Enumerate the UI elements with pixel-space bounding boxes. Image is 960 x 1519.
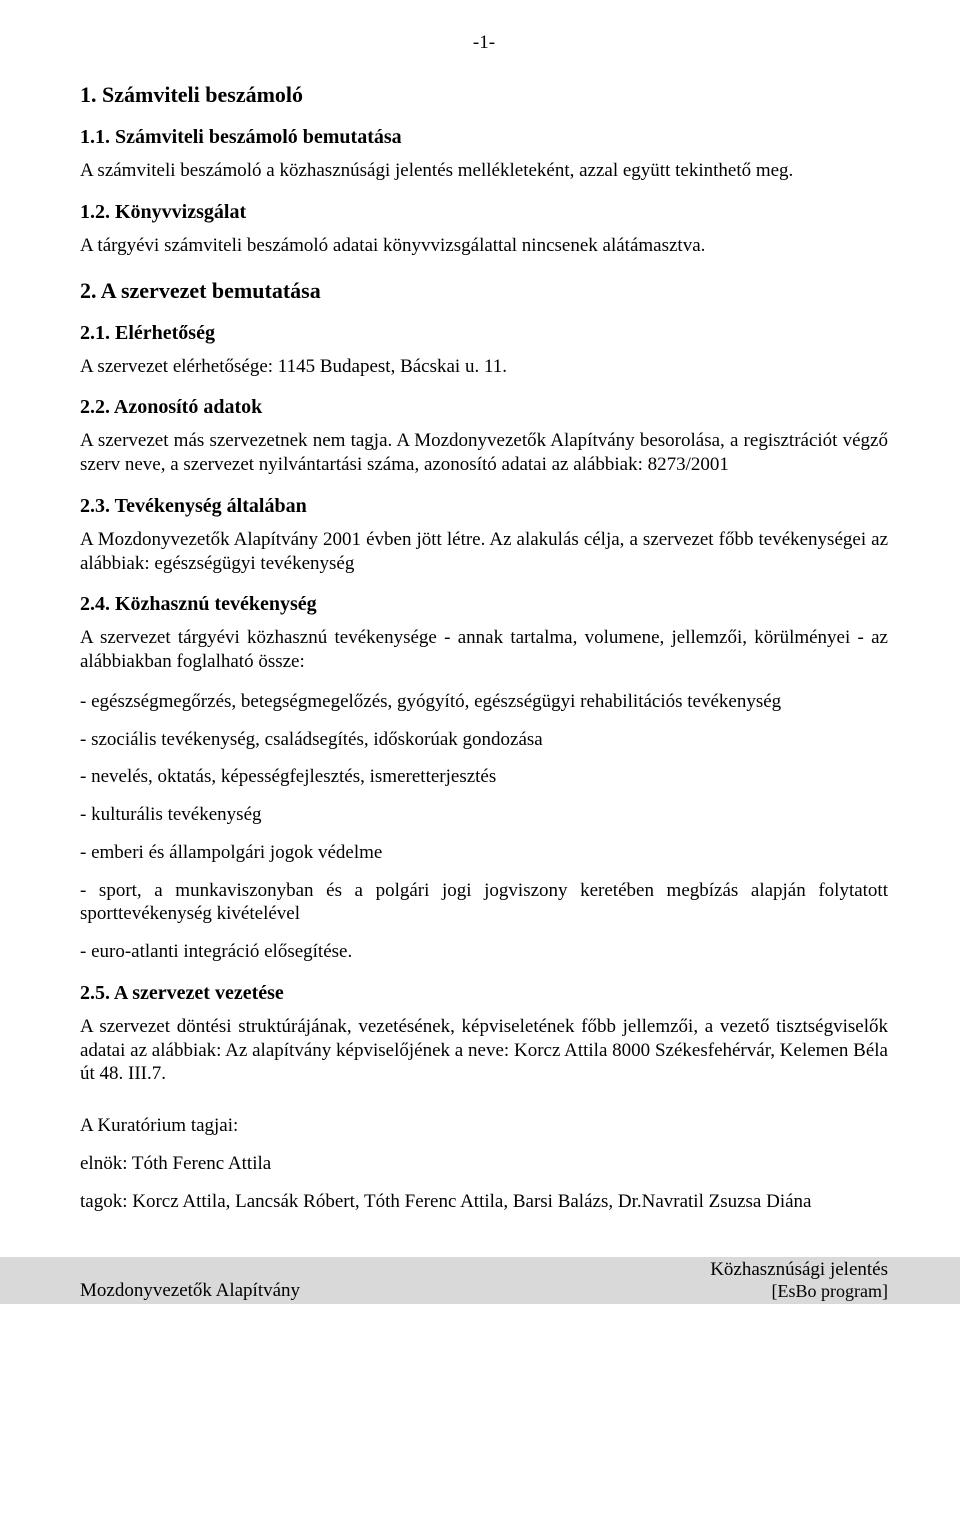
list-item: - euro-atlanti integráció elősegítése. bbox=[80, 940, 888, 964]
paragraph: A szervezet tárgyévi közhasznú tevékenys… bbox=[80, 626, 888, 674]
footer-right: Közhasznúsági jelentés [EsBo program] bbox=[710, 1259, 888, 1302]
paragraph: A szervezet döntési struktúrájának, veze… bbox=[80, 1015, 888, 1086]
paragraph: A Mozdonyvezetők Alapítvány 2001 évben j… bbox=[80, 528, 888, 576]
heading-2-1: 2.1. Elérhetőség bbox=[80, 322, 888, 345]
board-president: elnök: Tóth Ferenc Attila bbox=[80, 1152, 888, 1176]
page-number: -1- bbox=[80, 32, 888, 54]
board-members: tagok: Korcz Attila, Lancsák Róbert, Tót… bbox=[80, 1190, 888, 1214]
heading-2-5: 2.5. A szervezet vezetése bbox=[80, 982, 888, 1005]
page-footer: Mozdonyvezetők Alapítvány Közhasznúsági … bbox=[0, 1257, 960, 1304]
board-title: A Kuratórium tagjai: bbox=[80, 1114, 888, 1138]
list-item: - nevelés, oktatás, képességfejlesztés, … bbox=[80, 765, 888, 789]
document-page: -1- 1. Számviteli beszámoló 1.1. Számvit… bbox=[0, 0, 960, 1233]
heading-1-2: 1.2. Könyvvizsgálat bbox=[80, 201, 888, 224]
heading-2-3: 2.3. Tevékenység általában bbox=[80, 495, 888, 518]
heading-1-1: 1.1. Számviteli beszámoló bemutatása bbox=[80, 126, 888, 149]
heading-2: 2. A szervezet bemutatása bbox=[80, 278, 888, 304]
footer-left: Mozdonyvezetők Alapítvány bbox=[80, 1280, 300, 1302]
list-item: - sport, a munkaviszonyban és a polgári … bbox=[80, 879, 888, 927]
heading-2-4: 2.4. Közhasznú tevékenység bbox=[80, 593, 888, 616]
list-item: - emberi és állampolgári jogok védelme bbox=[80, 841, 888, 865]
heading-1: 1. Számviteli beszámoló bbox=[80, 82, 888, 108]
paragraph: A szervezet elérhetősége: 1145 Budapest,… bbox=[80, 355, 888, 379]
paragraph: A tárgyévi számviteli beszámoló adatai k… bbox=[80, 234, 888, 258]
list-item: - egészségmegőrzés, betegségmegelőzés, g… bbox=[80, 690, 888, 714]
heading-2-2: 2.2. Azonosító adatok bbox=[80, 396, 888, 419]
list-item: - szociális tevékenység, családsegítés, … bbox=[80, 728, 888, 752]
footer-sub: [EsBo program] bbox=[710, 1281, 888, 1302]
list-item: - kulturális tevékenység bbox=[80, 803, 888, 827]
paragraph: A szervezet más szervezetnek nem tagja. … bbox=[80, 429, 888, 477]
paragraph: A számviteli beszámoló a közhasznúsági j… bbox=[80, 159, 888, 183]
footer-right-text: Közhasznúsági jelentés bbox=[710, 1259, 888, 1281]
